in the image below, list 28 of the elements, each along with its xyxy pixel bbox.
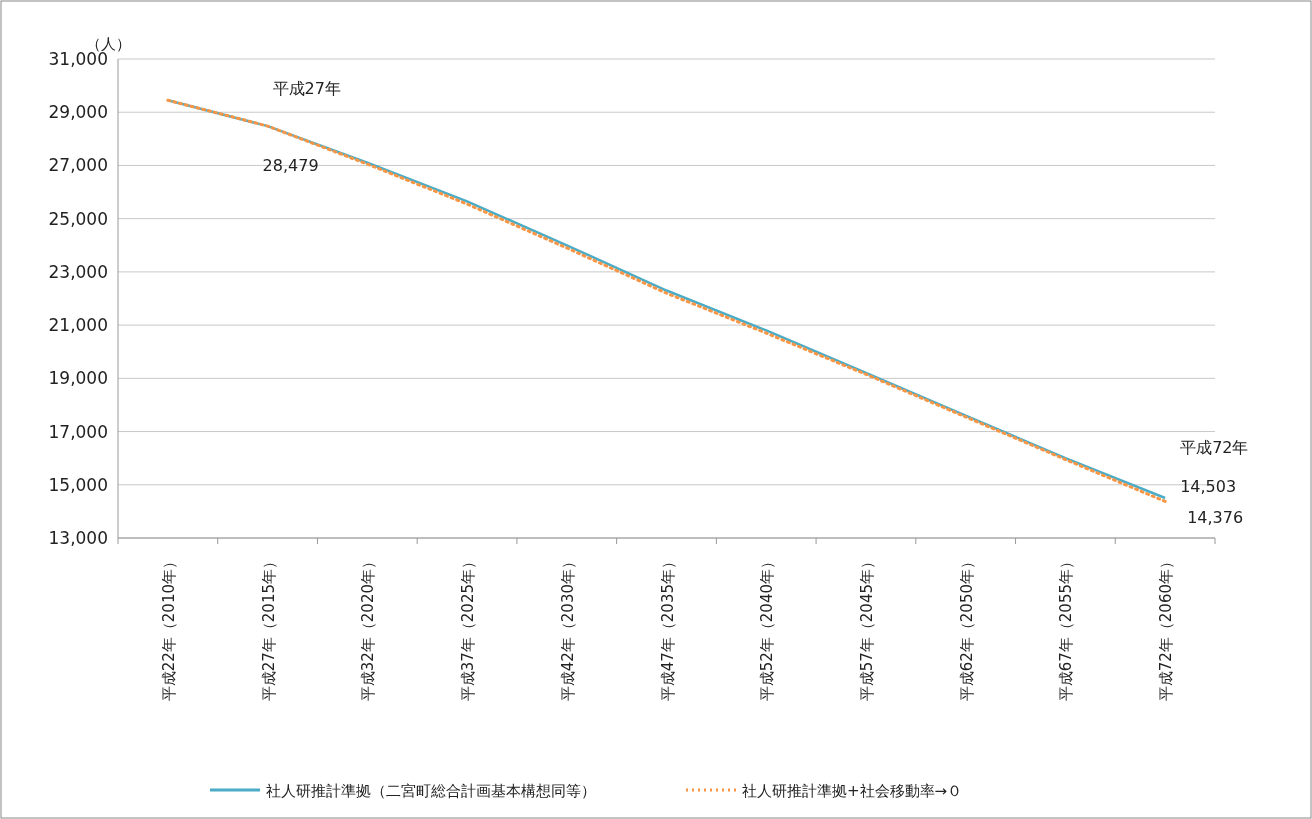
y-tick-label: 23,000	[48, 261, 108, 282]
annotation: 28,479	[262, 156, 319, 176]
x-tick-label: 平成47年（2035年）	[658, 554, 677, 702]
x-tick-label: 平成72年（2060年）	[1157, 554, 1176, 702]
y-tick-label: 27,000	[48, 155, 108, 176]
x-tick-label: 平成57年（2045年）	[857, 554, 876, 702]
legend-label: 社人研推計準拠（二宮町総合計画基本構想同等）	[266, 782, 596, 800]
x-tick-label: 平成62年（2050年）	[957, 554, 976, 702]
annotation: 14,376	[1187, 508, 1244, 528]
x-tick-label: 平成37年（2025年）	[459, 554, 478, 702]
annotation: 14,503	[1180, 477, 1237, 496]
y-axis-title: （人）	[85, 35, 131, 53]
x-tick-label: 平成22年（2010年）	[159, 554, 178, 702]
y-tick-label: 15,000	[48, 474, 108, 495]
legend-label: 社人研推計準拠+社会移動率→０	[742, 782, 963, 800]
x-tick-label: 平成27年（2015年）	[259, 554, 278, 702]
y-tick-label: 19,000	[48, 368, 108, 389]
y-tick-label: 17,000	[48, 421, 108, 442]
y-tick-label: 13,000	[48, 528, 108, 548]
y-tick-label: 21,000	[48, 315, 108, 336]
y-tick-label: 29,000	[48, 102, 108, 123]
x-tick-label: 平成42年（2030年）	[558, 554, 577, 702]
x-tick-label: 平成32年（2020年）	[359, 554, 378, 702]
annotation: 平成27年	[272, 79, 341, 99]
x-tick-label: 平成52年（2040年）	[758, 554, 777, 702]
x-tick-label: 平成67年（2055年）	[1057, 554, 1076, 702]
annotation: 平成72年	[1180, 438, 1249, 457]
y-tick-label: 25,000	[48, 208, 108, 229]
